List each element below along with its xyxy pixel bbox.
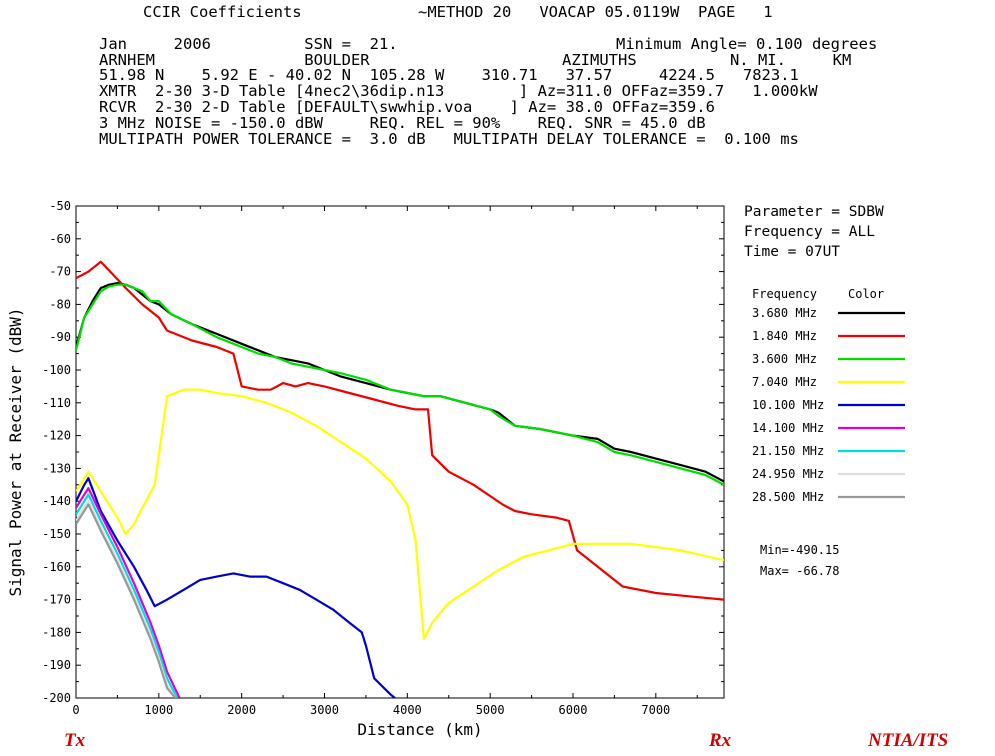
max-value: Max= -66.78 xyxy=(760,564,840,578)
y-tick-label: -150 xyxy=(42,527,71,541)
coordinates-line: 51.98 N 5.92 E - 40.02 N 105.28 W 310.71… xyxy=(99,66,799,84)
noise-line: 3 MHz NOISE = -150.0 dBW REQ. REL = 90% … xyxy=(99,114,706,132)
legend-entry: 14.100 MHz xyxy=(752,421,824,435)
y-tick-label: -90 xyxy=(49,330,71,344)
receiver-line: RCVR 2-30 2-D Table [DEFAULT\swwhip.voa … xyxy=(99,98,715,116)
legend-entry: 1.840 MHz xyxy=(752,329,817,343)
x-tick-label: 2000 xyxy=(227,703,256,717)
method-label: ~METHOD 20 VOACAP 05.0119W PAGE 1 xyxy=(418,3,773,21)
report-header: CCIR Coefficients ~METHOD 20 VOACAP 05.0… xyxy=(0,0,995,160)
legend-entry: 3.680 MHz xyxy=(752,306,817,320)
legend-entry: 28.500 MHz xyxy=(752,490,824,504)
y-tick-label: -60 xyxy=(49,232,71,246)
x-tick-label: 7000 xyxy=(641,703,670,717)
y-tick-label: -130 xyxy=(42,461,71,475)
series-line xyxy=(76,503,177,698)
y-tick-label: -100 xyxy=(42,363,71,377)
time-label: Time = 07UT xyxy=(744,244,841,260)
rx-label: Rx xyxy=(709,730,732,751)
legend-frequency-header: Frequency xyxy=(752,287,818,301)
legend-entry: 7.040 MHz xyxy=(752,375,817,389)
multipath-line: MULTIPATH POWER TOLERANCE = 3.0 dB MULTI… xyxy=(99,130,799,148)
series-group xyxy=(76,260,724,698)
y-tick-label: -170 xyxy=(42,593,71,607)
x-tick-label: 0 xyxy=(72,703,79,717)
y-tick-label: -160 xyxy=(42,560,71,574)
series-line xyxy=(76,477,396,698)
x-tick-label: 3000 xyxy=(310,703,339,717)
y-tick-label: -70 xyxy=(49,265,71,279)
ntia-its-label: NTIA/ITS xyxy=(868,730,949,751)
x-tick-label: 4000 xyxy=(393,703,422,717)
y-tick-label: -80 xyxy=(49,297,71,311)
legend-entry: 24.950 MHz xyxy=(752,467,824,481)
series-line xyxy=(76,487,181,698)
legend-entry: 3.600 MHz xyxy=(752,352,817,366)
date-ssn-line: Jan 2006 SSN = 21. xyxy=(99,35,398,53)
y-axis-label: Signal Power at Receiver (dBW) xyxy=(6,308,25,597)
series-line xyxy=(76,283,724,486)
x-tick-label: 5000 xyxy=(476,703,505,717)
legend-entry: 21.150 MHz xyxy=(752,444,824,458)
stations-line: ARNHEM BOULDER xyxy=(99,51,370,69)
y-tick-label: -190 xyxy=(42,658,71,672)
y-tick-label: -50 xyxy=(49,199,71,213)
x-tick-label: 1000 xyxy=(144,703,173,717)
series-line xyxy=(76,493,179,698)
y-tick-label: -120 xyxy=(42,429,71,443)
legend-color-header: Color xyxy=(848,287,885,301)
y-tick-label: -200 xyxy=(42,691,71,705)
y-tick-label: -140 xyxy=(42,494,71,508)
min-angle-line: Minimum Angle= 0.100 degrees xyxy=(616,35,878,53)
frequency-label: Frequency = ALL xyxy=(744,224,875,240)
y-tick-label: -110 xyxy=(42,396,71,410)
series-line xyxy=(76,388,724,641)
y-tick-label: -180 xyxy=(42,625,71,639)
report-title: CCIR Coefficients xyxy=(143,3,302,21)
tx-label: Tx xyxy=(64,730,86,751)
min-value: Min=-490.15 xyxy=(760,543,840,557)
azimuths-header: AZIMUTHS N. MI. KM xyxy=(562,51,852,69)
x-axis-label: Distance (km) xyxy=(357,720,482,739)
legend-entry: 10.100 MHz xyxy=(752,398,824,412)
transmitter-line: XMTR 2-30 3-D Table [4nec2\36dip.n13 ] A… xyxy=(99,82,818,100)
parameter-label: Parameter = SDBW xyxy=(744,204,884,220)
x-tick-label: 6000 xyxy=(559,703,588,717)
series-line xyxy=(76,282,724,483)
series-line xyxy=(76,260,724,601)
